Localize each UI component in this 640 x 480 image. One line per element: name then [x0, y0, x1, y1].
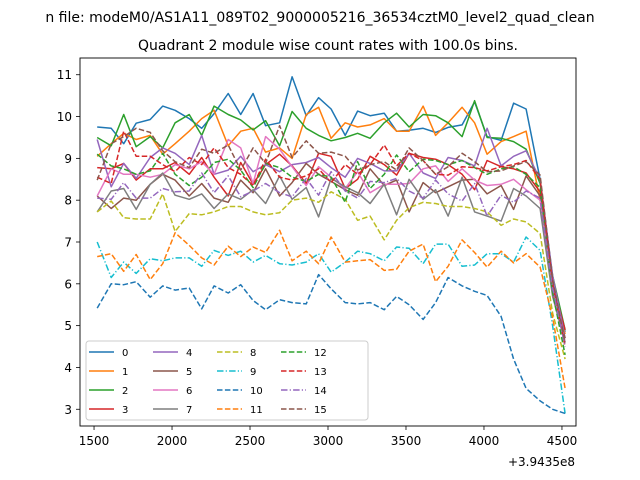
figure-suptitle: n file: modeM0/AS1A11_089T02_9000005216_… — [45, 10, 594, 26]
x-tick-label: 1500 — [79, 434, 110, 448]
y-tick-label: 7 — [64, 236, 72, 250]
legend-label-9: 9 — [250, 367, 256, 378]
x-tick-label: 3500 — [391, 434, 422, 448]
legend-label-3: 3 — [122, 405, 128, 416]
chart-title: Quadrant 2 module wise count rates with … — [138, 38, 518, 54]
y-tick-label: 3 — [64, 403, 72, 417]
x-offset-label: +3.9435e8 — [508, 455, 575, 469]
y-tick-label: 8 — [64, 194, 72, 208]
legend-label-7: 7 — [186, 405, 192, 416]
y-tick-label: 6 — [64, 277, 72, 291]
y-axis: 3 4 5 6 7 8 9 10 11 — [57, 68, 80, 417]
series-line-11 — [97, 229, 566, 389]
x-axis: 1500 2000 2500 3000 3500 4000 4500 — [79, 426, 577, 448]
x-tick-label: 4500 — [547, 434, 578, 448]
series-line-1 — [96, 105, 566, 335]
series-line-14 — [97, 170, 566, 347]
y-tick-label: 5 — [64, 319, 72, 333]
series-line-8 — [96, 191, 566, 360]
y-tick-label: 4 — [64, 361, 72, 375]
legend-label-13: 13 — [314, 367, 327, 378]
legend-label-10: 10 — [250, 386, 263, 397]
series-line-4 — [96, 127, 566, 339]
legend-label-14: 14 — [314, 386, 327, 397]
x-tick-label: 4000 — [469, 434, 500, 448]
legend-label-5: 5 — [186, 367, 192, 378]
series-line-2 — [96, 99, 566, 330]
y-tick-label: 9 — [64, 152, 72, 166]
series-line-13 — [96, 130, 566, 347]
legend-label-1: 1 — [122, 367, 128, 378]
series-layer — [96, 76, 566, 415]
x-tick-label: 2500 — [235, 434, 266, 448]
legend-label-15: 15 — [314, 405, 327, 416]
legend-label-0: 0 — [122, 348, 128, 359]
legend-label-4: 4 — [186, 348, 192, 359]
legend-label-8: 8 — [250, 348, 256, 359]
series-line-12 — [96, 152, 566, 356]
y-tick-label: 11 — [57, 68, 72, 82]
legend-label-12: 12 — [314, 348, 327, 359]
legend-label-11: 11 — [250, 405, 263, 416]
legend-box — [85, 340, 369, 421]
x-tick-label: 3000 — [313, 434, 344, 448]
legend-label-6: 6 — [186, 386, 192, 397]
series-line-15 — [96, 124, 566, 343]
x-tick-label: 2000 — [157, 434, 188, 448]
y-tick-label: 10 — [57, 110, 72, 124]
legend-label-2: 2 — [122, 386, 128, 397]
series-line-10 — [96, 273, 566, 415]
